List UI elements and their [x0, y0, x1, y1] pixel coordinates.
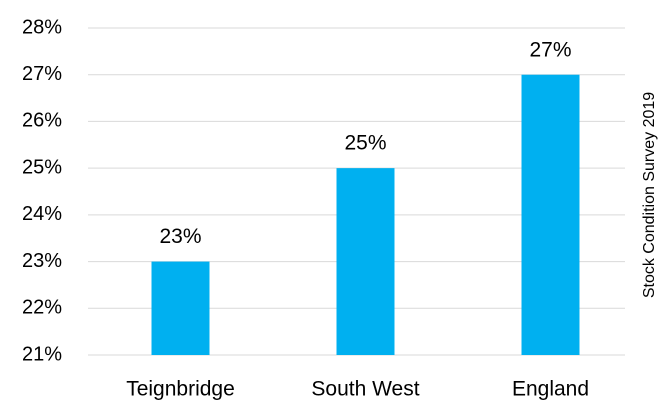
y-tick-label: 28%: [22, 16, 62, 38]
y-tick-label: 24%: [22, 203, 62, 225]
y-tick-label: 26%: [22, 110, 62, 132]
y-tick-label: 27%: [22, 63, 62, 85]
y-tick-label: 21%: [22, 343, 62, 365]
bar: [521, 74, 580, 355]
annotation: Stock Condition Survey 2019: [641, 92, 658, 298]
value-label: 23%: [159, 225, 201, 248]
y-tick-label: 22%: [22, 297, 62, 319]
x-tick-label: South West: [311, 378, 419, 401]
bar: [336, 168, 395, 355]
value-label: 27%: [529, 38, 571, 61]
bar: [151, 261, 210, 355]
x-tick-label: England: [512, 378, 589, 401]
y-tick-label: 25%: [22, 156, 62, 178]
x-tick-label: Teignbridge: [126, 378, 235, 401]
y-tick-label: 23%: [22, 250, 62, 272]
value-label: 25%: [344, 132, 386, 155]
